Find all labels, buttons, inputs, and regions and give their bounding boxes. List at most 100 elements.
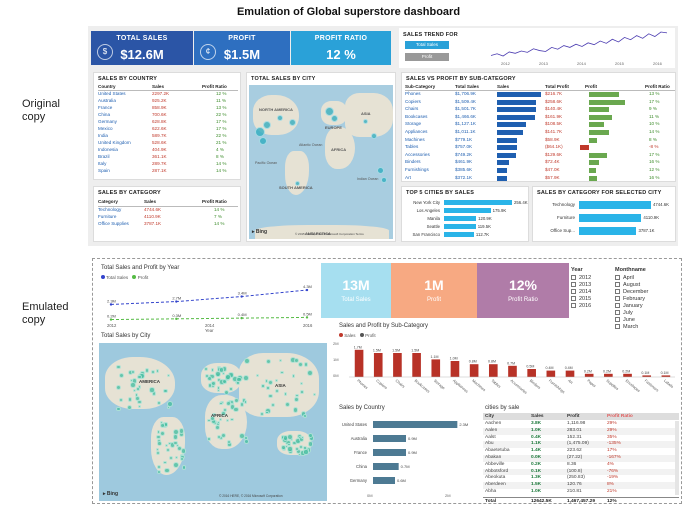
city-bubble[interactable] <box>293 397 299 402</box>
city-bubble[interactable] <box>173 428 180 435</box>
city-bubble[interactable] <box>230 400 235 404</box>
city-bubble[interactable] <box>239 402 245 407</box>
city-bubble[interactable] <box>261 384 265 388</box>
city-bubble[interactable] <box>293 357 299 363</box>
table-row[interactable]: Italy 289.7K 14 % <box>98 161 238 168</box>
city-bubble[interactable] <box>163 460 167 465</box>
city-bubble[interactable] <box>216 434 221 439</box>
city-bubble[interactable] <box>157 441 163 447</box>
city-bubble[interactable] <box>166 400 173 407</box>
sales-bar[interactable] <box>661 375 671 377</box>
table-row[interactable]: Abha 1.0K 210.81 21% <box>483 489 679 496</box>
city-bubble[interactable] <box>256 374 260 378</box>
city-bubble[interactable] <box>303 449 309 455</box>
city-bubble[interactable] <box>159 421 163 425</box>
month-checkbox-march[interactable]: March <box>615 324 638 330</box>
city-bubble[interactable] <box>157 465 162 470</box>
table-row[interactable]: Technology 4744.6K 14 % <box>98 207 238 214</box>
table-row[interactable]: Storage $1,127.1K $108.5K 10 % <box>405 121 675 129</box>
sales-bar[interactable] <box>488 364 498 377</box>
kpi-total-sales-tile[interactable]: 13M Total Sales <box>321 263 391 318</box>
city-bubble[interactable] <box>137 374 142 379</box>
sales-bar[interactable] <box>623 373 632 377</box>
city-bubble[interactable] <box>116 406 121 411</box>
year-checkbox-2013[interactable]: 2013 <box>571 282 591 288</box>
city-bubble[interactable] <box>285 445 289 449</box>
city-bubble[interactable] <box>136 387 140 391</box>
city-bubble[interactable] <box>222 407 228 413</box>
sales-bar[interactable] <box>354 349 364 377</box>
table-row[interactable]: Aalst 0.4K 152.31 35% <box>483 435 679 442</box>
kpi-profit-ratio-tile[interactable]: 12% Profit Ratio <box>477 263 569 318</box>
city-bubble[interactable] <box>280 370 284 375</box>
table-row[interactable]: Abaetetuba 1.4K 223.62 17% <box>483 448 679 455</box>
city-bubble[interactable] <box>283 435 289 441</box>
kpi-profit-ratio[interactable]: PROFIT RATIO 12 % <box>291 31 391 65</box>
city-bubble[interactable] <box>206 375 213 382</box>
kpi-total-sales[interactable]: $ TOTAL SALES $12.6M <box>91 31 193 65</box>
city-bubble[interactable] <box>172 434 179 440</box>
table-row[interactable]: Furnishings $385.6K $47.0K 12 % <box>405 167 675 175</box>
month-checkbox-august[interactable]: August <box>615 282 640 288</box>
table-row[interactable]: Abeokuta 1.3K (250.83) -19% <box>483 475 679 482</box>
city-bubble[interactable] <box>299 381 303 385</box>
city-bubble[interactable] <box>176 446 183 452</box>
table-row[interactable]: Abu 1.1K (1,475.09) -135% <box>483 441 679 449</box>
table-row[interactable]: Brazil 361.1K 8 % <box>98 154 238 161</box>
city-bubble[interactable] <box>119 372 125 378</box>
city-bubble[interactable] <box>166 373 170 377</box>
table-row[interactable]: Indonesia 404.9K 4 % <box>98 147 238 154</box>
country-bar[interactable] <box>373 435 406 442</box>
city-bar[interactable] <box>444 200 512 205</box>
table-row[interactable]: Bookcases $1,466.6K $161.9K 11 % <box>405 114 675 122</box>
country-bar[interactable] <box>373 463 399 470</box>
city-bubble[interactable] <box>275 379 279 383</box>
city-bubble[interactable] <box>134 393 139 397</box>
table-row[interactable]: Mexico 622.6K 17 % <box>98 126 238 133</box>
country-bar[interactable] <box>373 477 395 484</box>
sales-bar[interactable] <box>412 353 421 377</box>
city-bubble[interactable] <box>274 388 280 394</box>
category-bar[interactable] <box>579 201 651 209</box>
city-bubble[interactable] <box>159 431 165 437</box>
city-bubble[interactable] <box>284 401 291 407</box>
table-row[interactable]: United States 2297.2K 12 % <box>98 91 238 98</box>
city-bubble[interactable] <box>224 373 231 380</box>
city-bubble[interactable] <box>243 375 249 382</box>
sales-bar[interactable] <box>565 370 575 377</box>
city-bubble[interactable] <box>307 370 314 377</box>
city-bubble[interactable] <box>215 425 220 430</box>
table-row[interactable]: Tables $757.0K ($64.1K) -8 % <box>405 144 675 152</box>
table-row[interactable]: Phones $1,706.9K $216.7K 13 % <box>405 91 675 99</box>
sales-bar[interactable] <box>546 370 556 377</box>
city-bubble[interactable] <box>239 433 246 440</box>
city-bubble[interactable] <box>151 369 156 374</box>
city-bubble[interactable] <box>174 455 179 460</box>
city-bar[interactable] <box>444 208 491 213</box>
kpi-profit[interactable]: ¢ PROFIT $1.5M <box>194 31 290 65</box>
city-bubble[interactable] <box>216 420 220 424</box>
table-row[interactable]: Binders $461.9K $72.4K 16 % <box>405 159 675 167</box>
table-row[interactable]: Australia 925.2K 11 % <box>98 98 238 105</box>
city-bubble[interactable] <box>303 362 308 367</box>
sales-bar[interactable] <box>527 369 536 377</box>
city-bar[interactable] <box>444 224 476 229</box>
sales-bar[interactable] <box>373 353 383 377</box>
table-row[interactable]: France 858.9K 13 % <box>98 105 238 112</box>
city-bubble[interactable] <box>215 371 222 378</box>
year-checkbox-2014[interactable]: 2014 <box>571 289 591 295</box>
city-bubble[interactable] <box>300 390 304 394</box>
sales-bar[interactable] <box>642 375 652 377</box>
city-bubble[interactable] <box>292 407 299 413</box>
city-bubble[interactable] <box>291 374 296 378</box>
city-bubble[interactable] <box>137 399 142 405</box>
city-bubble[interactable] <box>216 388 221 393</box>
city-bubble[interactable] <box>132 388 136 392</box>
city-bubble[interactable] <box>313 393 317 397</box>
city-bubble[interactable] <box>212 412 216 417</box>
city-bar[interactable] <box>444 232 474 237</box>
city-bubble[interactable] <box>130 369 136 375</box>
city-bubble[interactable] <box>266 358 272 364</box>
city-bubble[interactable] <box>267 393 273 399</box>
city-bubble[interactable] <box>182 465 187 470</box>
